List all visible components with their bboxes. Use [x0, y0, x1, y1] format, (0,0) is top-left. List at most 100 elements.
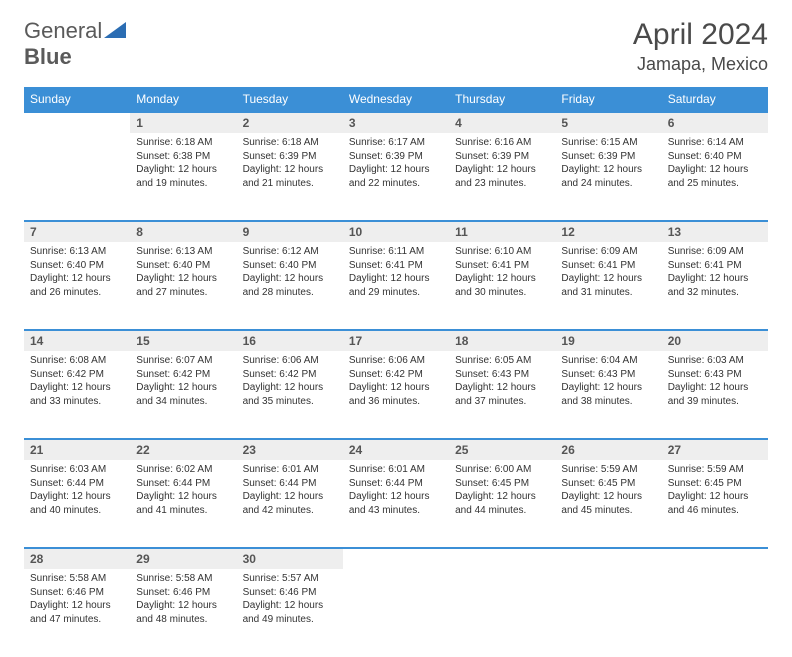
day-number: [24, 112, 130, 133]
daylight-text: and 45 minutes.: [561, 504, 655, 518]
sunset-text: Sunset: 6:39 PM: [243, 150, 337, 164]
day-cell: Sunrise: 6:17 AMSunset: 6:39 PMDaylight:…: [343, 133, 449, 221]
sunset-text: Sunset: 6:43 PM: [561, 368, 655, 382]
daylight-text: Daylight: 12 hours: [349, 272, 443, 286]
day-number: 12: [555, 221, 661, 242]
day-cell: [24, 133, 130, 221]
logo-triangle-icon: [104, 22, 126, 38]
sunrise-text: Sunrise: 6:07 AM: [136, 354, 230, 368]
sunset-text: Sunset: 6:44 PM: [349, 477, 443, 491]
day-number: [662, 548, 768, 569]
day-number-row: 14151617181920: [24, 330, 768, 351]
day-cell: Sunrise: 6:11 AMSunset: 6:41 PMDaylight:…: [343, 242, 449, 330]
sunrise-text: Sunrise: 6:11 AM: [349, 245, 443, 259]
sunset-text: Sunset: 6:43 PM: [668, 368, 762, 382]
daylight-text: and 22 minutes.: [349, 177, 443, 191]
daylight-text: and 32 minutes.: [668, 286, 762, 300]
day-number: 7: [24, 221, 130, 242]
sunset-text: Sunset: 6:45 PM: [561, 477, 655, 491]
day-cell: Sunrise: 6:01 AMSunset: 6:44 PMDaylight:…: [237, 460, 343, 548]
sunrise-text: Sunrise: 6:02 AM: [136, 463, 230, 477]
sunset-text: Sunset: 6:41 PM: [455, 259, 549, 273]
sunset-text: Sunset: 6:46 PM: [136, 586, 230, 600]
sunset-text: Sunset: 6:40 PM: [668, 150, 762, 164]
weekday-header: Saturday: [662, 87, 768, 112]
sunset-text: Sunset: 6:39 PM: [349, 150, 443, 164]
day-cell: Sunrise: 6:02 AMSunset: 6:44 PMDaylight:…: [130, 460, 236, 548]
daylight-text: and 42 minutes.: [243, 504, 337, 518]
sunrise-text: Sunrise: 6:09 AM: [561, 245, 655, 259]
sunrise-text: Sunrise: 6:10 AM: [455, 245, 549, 259]
day-number: 14: [24, 330, 130, 351]
sunrise-text: Sunrise: 6:15 AM: [561, 136, 655, 150]
day-cell: Sunrise: 6:13 AMSunset: 6:40 PMDaylight:…: [24, 242, 130, 330]
sunrise-text: Sunrise: 6:01 AM: [243, 463, 337, 477]
day-number: [555, 548, 661, 569]
daylight-text: Daylight: 12 hours: [243, 599, 337, 613]
day-number: 27: [662, 439, 768, 460]
weekday-header: Sunday: [24, 87, 130, 112]
weekday-header: Friday: [555, 87, 661, 112]
day-content-row: Sunrise: 6:13 AMSunset: 6:40 PMDaylight:…: [24, 242, 768, 330]
daylight-text: and 29 minutes.: [349, 286, 443, 300]
sunrise-text: Sunrise: 6:17 AM: [349, 136, 443, 150]
daylight-text: Daylight: 12 hours: [136, 272, 230, 286]
sunset-text: Sunset: 6:42 PM: [349, 368, 443, 382]
sunset-text: Sunset: 6:39 PM: [561, 150, 655, 164]
daylight-text: Daylight: 12 hours: [30, 490, 124, 504]
daylight-text: Daylight: 12 hours: [349, 490, 443, 504]
day-cell: Sunrise: 6:18 AMSunset: 6:38 PMDaylight:…: [130, 133, 236, 221]
daylight-text: Daylight: 12 hours: [349, 381, 443, 395]
day-cell: Sunrise: 6:18 AMSunset: 6:39 PMDaylight:…: [237, 133, 343, 221]
daylight-text: Daylight: 12 hours: [561, 490, 655, 504]
daylight-text: and 23 minutes.: [455, 177, 549, 191]
sunset-text: Sunset: 6:39 PM: [455, 150, 549, 164]
day-number: 18: [449, 330, 555, 351]
sunrise-text: Sunrise: 5:57 AM: [243, 572, 337, 586]
sunrise-text: Sunrise: 5:58 AM: [136, 572, 230, 586]
sunrise-text: Sunrise: 6:09 AM: [668, 245, 762, 259]
daylight-text: Daylight: 12 hours: [349, 163, 443, 177]
sunrise-text: Sunrise: 6:03 AM: [668, 354, 762, 368]
day-cell: Sunrise: 6:12 AMSunset: 6:40 PMDaylight:…: [237, 242, 343, 330]
sunrise-text: Sunrise: 6:00 AM: [455, 463, 549, 477]
daylight-text: Daylight: 12 hours: [243, 381, 337, 395]
daylight-text: and 28 minutes.: [243, 286, 337, 300]
day-number: 23: [237, 439, 343, 460]
day-cell: Sunrise: 6:09 AMSunset: 6:41 PMDaylight:…: [662, 242, 768, 330]
daylight-text: and 40 minutes.: [30, 504, 124, 518]
day-cell: Sunrise: 6:15 AMSunset: 6:39 PMDaylight:…: [555, 133, 661, 221]
day-content-row: Sunrise: 6:08 AMSunset: 6:42 PMDaylight:…: [24, 351, 768, 439]
day-number: [343, 548, 449, 569]
day-number: 26: [555, 439, 661, 460]
daylight-text: and 25 minutes.: [668, 177, 762, 191]
day-number: 11: [449, 221, 555, 242]
logo-text: General Blue: [24, 18, 126, 70]
day-number: 25: [449, 439, 555, 460]
day-cell: Sunrise: 6:16 AMSunset: 6:39 PMDaylight:…: [449, 133, 555, 221]
sunrise-text: Sunrise: 6:01 AM: [349, 463, 443, 477]
location-text: Jamapa, Mexico: [633, 54, 768, 75]
day-cell: [555, 569, 661, 657]
day-number-row: 282930: [24, 548, 768, 569]
sunset-text: Sunset: 6:45 PM: [668, 477, 762, 491]
day-cell: Sunrise: 5:58 AMSunset: 6:46 PMDaylight:…: [130, 569, 236, 657]
sunset-text: Sunset: 6:42 PM: [136, 368, 230, 382]
daylight-text: and 19 minutes.: [136, 177, 230, 191]
day-cell: Sunrise: 6:05 AMSunset: 6:43 PMDaylight:…: [449, 351, 555, 439]
sunset-text: Sunset: 6:43 PM: [455, 368, 549, 382]
sunset-text: Sunset: 6:46 PM: [30, 586, 124, 600]
daylight-text: Daylight: 12 hours: [561, 272, 655, 286]
daylight-text: Daylight: 12 hours: [668, 272, 762, 286]
day-number: 2: [237, 112, 343, 133]
daylight-text: and 43 minutes.: [349, 504, 443, 518]
logo: General Blue: [24, 18, 126, 70]
day-cell: Sunrise: 5:58 AMSunset: 6:46 PMDaylight:…: [24, 569, 130, 657]
daylight-text: Daylight: 12 hours: [30, 381, 124, 395]
sunrise-text: Sunrise: 6:06 AM: [349, 354, 443, 368]
day-cell: Sunrise: 6:04 AMSunset: 6:43 PMDaylight:…: [555, 351, 661, 439]
day-number: 8: [130, 221, 236, 242]
daylight-text: Daylight: 12 hours: [243, 163, 337, 177]
daylight-text: Daylight: 12 hours: [30, 272, 124, 286]
sunrise-text: Sunrise: 6:14 AM: [668, 136, 762, 150]
